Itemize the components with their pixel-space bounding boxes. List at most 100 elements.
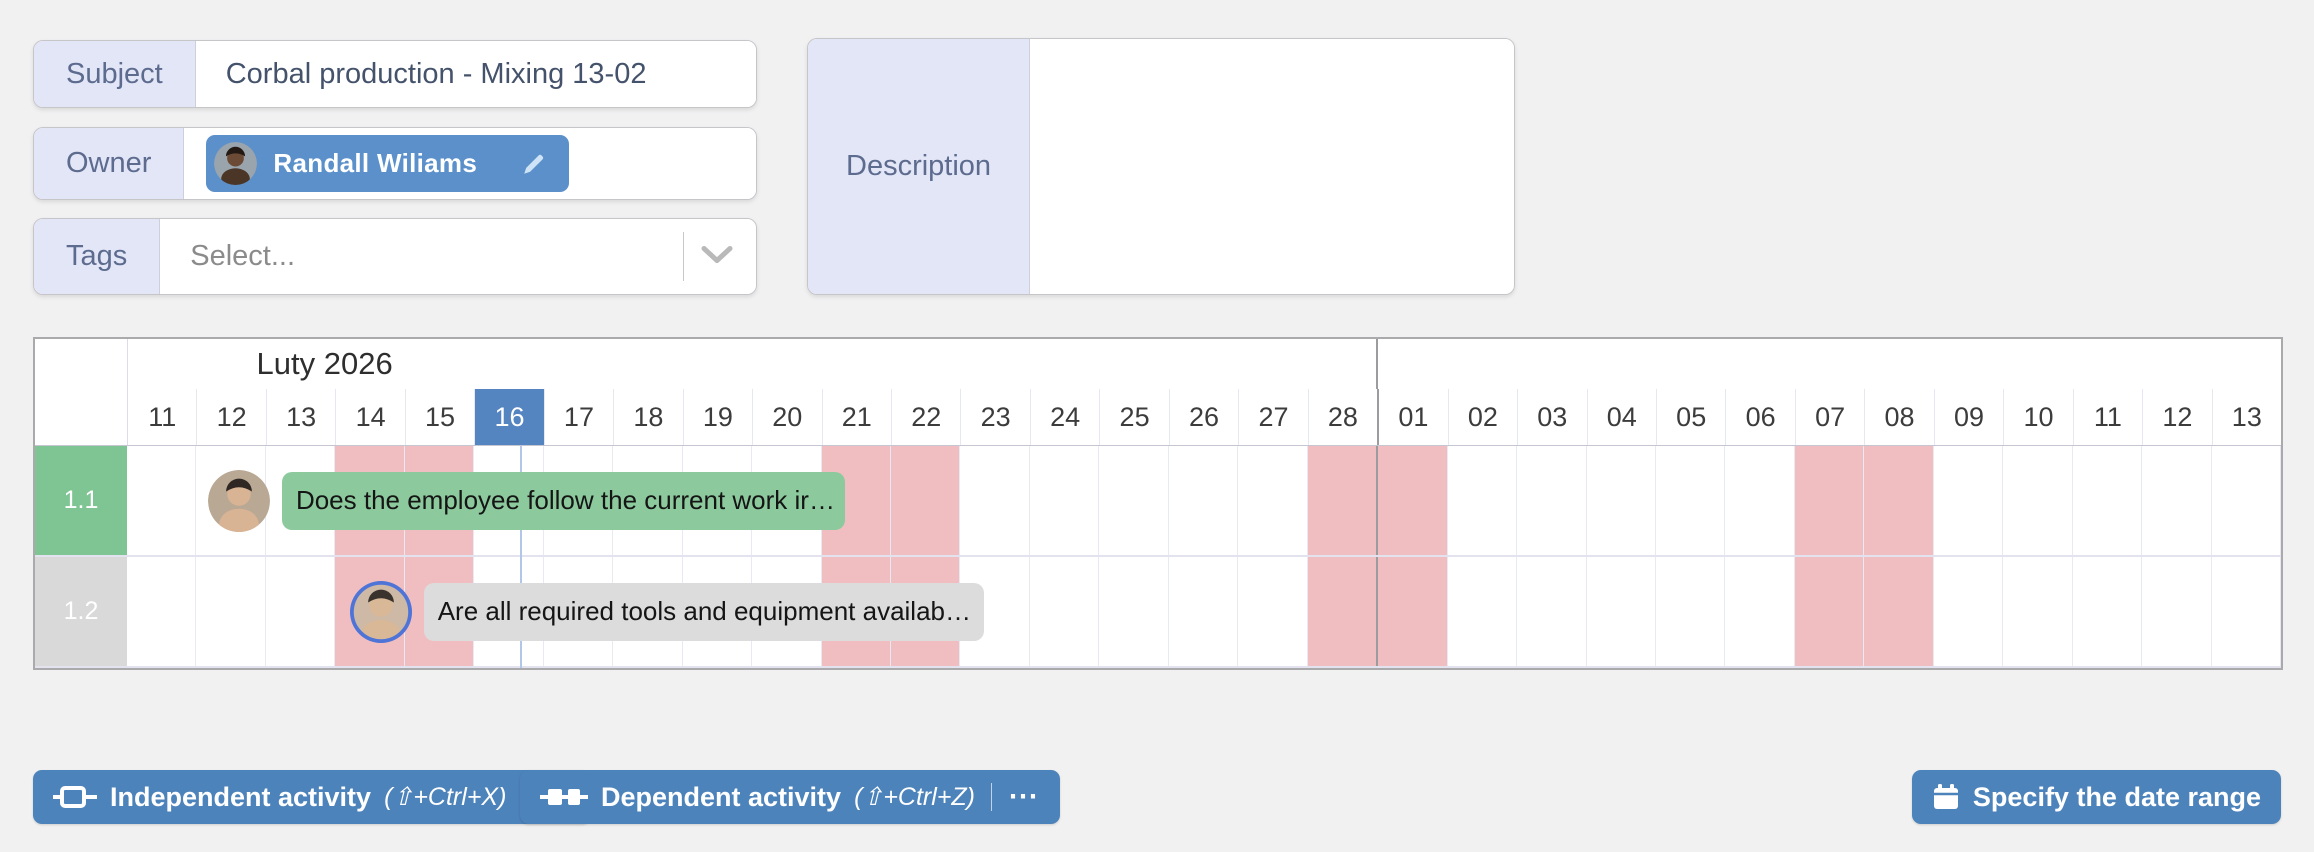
- day-header-cell[interactable]: 21: [822, 389, 892, 445]
- grid-cell[interactable]: [960, 446, 1030, 555]
- task-bar[interactable]: Does the employee follow the current wor…: [281, 471, 845, 530]
- day-header-cell[interactable]: 12: [2143, 389, 2213, 445]
- chevron-down-icon[interactable]: [700, 243, 734, 270]
- grid-cell[interactable]: [1864, 446, 1934, 555]
- grid-cell[interactable]: [196, 557, 266, 666]
- day-header-cell[interactable]: 09: [1934, 389, 2005, 445]
- gantt-corner: [35, 389, 128, 445]
- specify-date-range-button[interactable]: Specify the date range: [1911, 770, 2281, 824]
- grid-cell[interactable]: [1099, 446, 1169, 555]
- grid-cell[interactable]: [2003, 446, 2073, 555]
- day-header-cell[interactable]: 08: [1865, 389, 1935, 445]
- grid-cell[interactable]: [2072, 557, 2143, 666]
- tags-input[interactable]: [160, 240, 756, 273]
- day-header-cell[interactable]: 27: [1239, 389, 1309, 445]
- grid-cell[interactable]: [1794, 446, 1865, 555]
- grid-cell[interactable]: [1655, 557, 1726, 666]
- day-header-cell[interactable]: 10: [2004, 389, 2074, 445]
- grid-cell[interactable]: [1864, 557, 1934, 666]
- tags-label: Tags: [34, 219, 161, 294]
- day-header-cell[interactable]: 28: [1308, 389, 1380, 445]
- day-header-cell[interactable]: 11: [128, 389, 198, 445]
- day-header-cell[interactable]: 07: [1795, 389, 1866, 445]
- grid-cell[interactable]: [1447, 446, 1518, 555]
- day-header-cell[interactable]: 22: [891, 389, 962, 445]
- tags-select[interactable]: [160, 219, 756, 294]
- day-header-cell[interactable]: 11: [2073, 389, 2144, 445]
- grid-cell[interactable]: [1586, 446, 1656, 555]
- day-header-cell[interactable]: 12: [197, 389, 267, 445]
- grid-cell[interactable]: [1378, 557, 1448, 666]
- grid-cell[interactable]: [1517, 446, 1587, 555]
- shortcut-hint: (⇧+Ctrl+Z): [854, 783, 976, 811]
- day-header-cell[interactable]: 05: [1656, 389, 1727, 445]
- grid-cell[interactable]: [1933, 446, 2004, 555]
- day-header-cell[interactable]: 19: [683, 389, 754, 445]
- grid-cell[interactable]: [1517, 557, 1587, 666]
- day-header-cell[interactable]: 13: [2212, 389, 2282, 445]
- day-header-cell[interactable]: 03: [1518, 389, 1588, 445]
- gantt-chart: Luty 2026 11 12 13 14 15 16 17 18 19 20 21 22 23 24 25…: [33, 337, 2283, 670]
- grid-cell[interactable]: [1933, 557, 2004, 666]
- current-day-line: [519, 446, 522, 668]
- day-header-cell[interactable]: 20: [753, 389, 823, 445]
- day-header-cell[interactable]: 01: [1379, 389, 1449, 445]
- task-bar[interactable]: Are all required tools and equipment ava…: [423, 582, 984, 641]
- grid-cell[interactable]: [2003, 557, 2073, 666]
- gantt-row: 1.1 Does the employee follow the current …: [35, 446, 2282, 557]
- description-textarea[interactable]: [1030, 39, 1514, 294]
- grid-cell[interactable]: [1029, 446, 1100, 555]
- owner-chip[interactable]: Randall Wiliams: [206, 135, 570, 192]
- grid-cell[interactable]: [1794, 557, 1865, 666]
- subject-input[interactable]: [195, 57, 756, 91]
- grid-cell[interactable]: [127, 557, 197, 666]
- grid-cell[interactable]: [1378, 446, 1448, 555]
- day-header-cell[interactable]: 18: [614, 389, 684, 445]
- day-header-cell[interactable]: 24: [1030, 389, 1101, 445]
- grid-cell[interactable]: [1586, 557, 1656, 666]
- grid-cell[interactable]: [1655, 446, 1726, 555]
- day-header-cell[interactable]: 17: [544, 389, 615, 445]
- day-header-cell[interactable]: 06: [1726, 389, 1796, 445]
- day-header-cell[interactable]: 25: [1100, 389, 1170, 445]
- independent-activity-icon: [53, 786, 97, 808]
- grid-cell[interactable]: [2211, 557, 2282, 666]
- grid-cell[interactable]: [1307, 446, 1379, 555]
- grid-cell[interactable]: [1725, 446, 1795, 555]
- month-header-row: Luty 2026: [35, 339, 2281, 389]
- edit-pencil-icon[interactable]: [521, 151, 547, 177]
- grid-cell[interactable]: [2142, 557, 2212, 666]
- day-header-cell[interactable]: 15: [405, 389, 476, 445]
- avatar: [207, 469, 270, 532]
- calendar-icon: [1933, 784, 1958, 809]
- day-header-cell[interactable]: 04: [1587, 389, 1657, 445]
- day-header-cell[interactable]: 13: [266, 389, 337, 445]
- day-header-cell[interactable]: 23: [961, 389, 1031, 445]
- independent-activity-button[interactable]: Independent activity (⇧+Ctrl+X) ⋯: [33, 770, 592, 824]
- day-header-cell[interactable]: 14: [336, 389, 406, 445]
- button-divider: [991, 783, 993, 811]
- grid-cell[interactable]: [1099, 557, 1169, 666]
- grid-cell[interactable]: [2072, 446, 2143, 555]
- grid-cell[interactable]: [1307, 557, 1379, 666]
- tags-field: Tags: [33, 218, 757, 295]
- grid-cell[interactable]: [1238, 557, 1308, 666]
- grid-cell[interactable]: [1168, 557, 1239, 666]
- grid-cell[interactable]: [2142, 446, 2212, 555]
- grid-cell[interactable]: [1168, 446, 1239, 555]
- owner-label: Owner: [34, 128, 185, 199]
- button-label: Dependent activity: [601, 781, 842, 812]
- day-header-cell[interactable]: 16: [475, 389, 545, 445]
- grid-cell[interactable]: [1029, 557, 1100, 666]
- grid-cell[interactable]: [2211, 446, 2282, 555]
- day-header-cell[interactable]: 02: [1448, 389, 1519, 445]
- grid-cell[interactable]: [890, 446, 961, 555]
- grid-cell[interactable]: [127, 446, 197, 555]
- grid-cell[interactable]: [1725, 557, 1795, 666]
- row-label: 1.1: [35, 446, 127, 555]
- day-header-cell[interactable]: 26: [1169, 389, 1240, 445]
- grid-cell[interactable]: [1238, 446, 1308, 555]
- grid-cell[interactable]: [265, 557, 336, 666]
- dependent-activity-button[interactable]: Dependent activity (⇧+Ctrl+Z) ⋯: [520, 770, 1061, 824]
- grid-cell[interactable]: [1447, 557, 1518, 666]
